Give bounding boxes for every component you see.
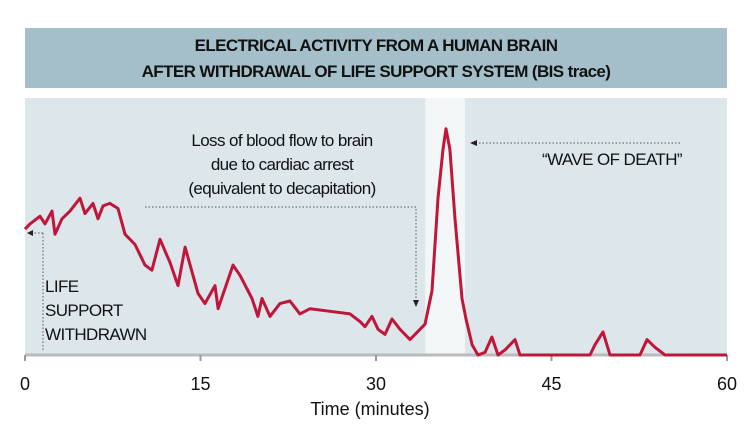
x-tick-label: 30 <box>366 374 386 394</box>
life-support-label-3: WITHDRAWN <box>45 325 147 344</box>
arrow-down-icon <box>413 300 419 307</box>
wave-label: “WAVE OF DEATH” <box>542 150 683 169</box>
cardiac-label-1: Loss of blood flow to brain <box>191 131 372 150</box>
life-support-label-1: LIFE <box>45 277 79 296</box>
bis-trace-line <box>23 127 727 357</box>
x-tick-label: 60 <box>717 374 737 394</box>
x-axis-label: Time (minutes) <box>310 399 429 419</box>
x-tick-label: 15 <box>190 374 210 394</box>
cardiac-label-2: due to cardiac arrest <box>211 155 354 174</box>
plot-background <box>25 98 727 355</box>
chart-title: ELECTRICAL ACTIVITY FROM A HUMAN BRAIN A… <box>25 28 727 88</box>
arrow-left-icon <box>470 140 477 146</box>
cardiac-leader <box>145 206 417 300</box>
life-support-label-2: SUPPORT <box>45 301 123 320</box>
cardiac-label-3: (equivalent to decapitation) <box>188 179 375 198</box>
x-tick-label: 45 <box>541 374 561 394</box>
arrow-left-icon <box>27 230 33 236</box>
title-line-2: AFTER WITHDRAWAL OF LIFE SUPPORT SYSTEM … <box>141 62 611 81</box>
title-line-1: ELECTRICAL ACTIVITY FROM A HUMAN BRAIN <box>194 36 558 55</box>
x-tick-label: 0 <box>20 374 30 394</box>
